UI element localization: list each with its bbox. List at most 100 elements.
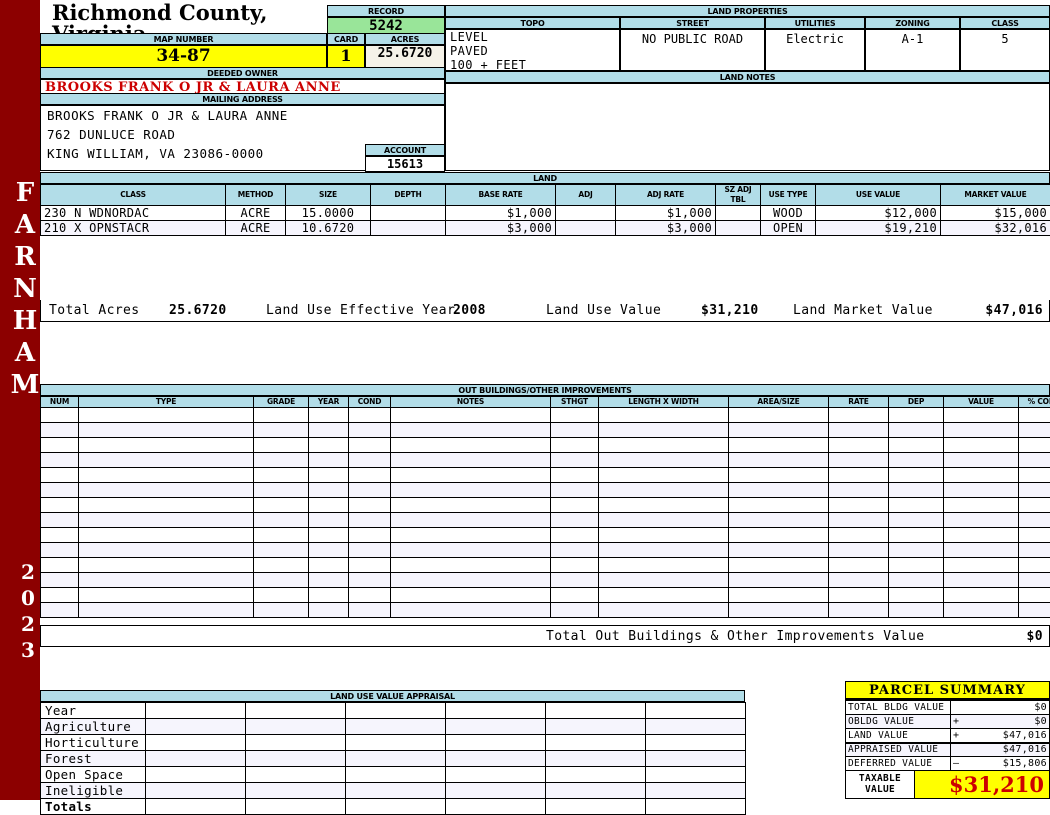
out-buildings-total-value: $0 (1027, 629, 1043, 644)
parcel-summary-amount: $0 (963, 701, 1050, 715)
out-buildings-cell (1019, 483, 1050, 498)
land-totals-row: Total Acres 25.6720 Land Use Effective Y… (40, 300, 1050, 322)
out-buildings-cell (829, 573, 889, 588)
land-col-adj-rate: ADJ RATE (616, 185, 716, 206)
out-buildings-cell (1019, 423, 1050, 438)
land-cell-use-type: WOOD (761, 206, 816, 221)
out-buildings-cell (729, 453, 829, 468)
out-buildings-cell (599, 438, 729, 453)
parcel-summary-label: LAND VALUE (846, 729, 951, 743)
out-buildings-cell (829, 453, 889, 468)
out-buildings-cell (41, 558, 79, 573)
out-buildings-cell (889, 453, 944, 468)
land-cell-method: ACRE (226, 206, 286, 221)
table-row (41, 558, 1050, 573)
card-label: CARD (327, 33, 365, 45)
out-buildings-cell (944, 603, 1019, 618)
out-buildings-cell (1019, 603, 1050, 618)
out-buildings-cell (309, 588, 349, 603)
out-buildings-cell (391, 543, 551, 558)
out-buildings-cell (309, 453, 349, 468)
out-buildings-cell (79, 483, 254, 498)
table-row (41, 408, 1050, 423)
table-row: Forest (41, 751, 746, 767)
account-label: ACCOUNT (365, 144, 445, 156)
table-row (41, 483, 1050, 498)
out-buildings-cell (254, 498, 309, 513)
out-buildings-cell (889, 423, 944, 438)
land-cell-sz-adj-tbl (716, 206, 761, 221)
out-buildings-cell (889, 498, 944, 513)
parcel-summary-label: OBLDG VALUE (846, 715, 951, 729)
out-buildings-cell (79, 438, 254, 453)
out-buildings-cell (599, 603, 729, 618)
out-buildings-cell (889, 588, 944, 603)
out-buildings-cell (254, 483, 309, 498)
taxable-value-row: TAXABLE VALUE $31,210 (845, 771, 1050, 799)
table-row: Ineligible (41, 783, 746, 799)
parcel-summary-row: DEFERRED VALUE–$15,806 (846, 757, 1050, 771)
out-buildings-cell (599, 573, 729, 588)
out-buildings-cell (309, 408, 349, 423)
out-buildings-cell (1019, 408, 1050, 423)
out-buildings-cell (729, 513, 829, 528)
left-spine: FARNHAM 2023 (0, 0, 40, 800)
out-buildings-cell (829, 528, 889, 543)
out-buildings-cell (729, 603, 829, 618)
luva-cell (246, 783, 346, 799)
out-buildings-cell (391, 513, 551, 528)
land-market-value-label: Land Market Value (793, 303, 933, 318)
table-row (41, 603, 1050, 618)
parcel-summary-sign: + (951, 729, 963, 743)
mailing-address-label: MAILING ADDRESS (40, 93, 445, 105)
luva-row-label: Year (41, 703, 146, 719)
out-buildings-cell (1019, 573, 1050, 588)
account-value: 15613 (365, 156, 445, 172)
out-buildings-cell (599, 453, 729, 468)
table-row (41, 573, 1050, 588)
out-buildings-cell (829, 438, 889, 453)
luva-cell (646, 783, 746, 799)
land-properties-col-topo: TOPO (445, 17, 620, 29)
out-buildings-cell (829, 408, 889, 423)
land-col-base-rate: BASE RATE (446, 185, 556, 206)
luva-cell (546, 719, 646, 735)
land-col-adj: ADJ (556, 185, 616, 206)
land-col-method: METHOD (226, 185, 286, 206)
out-buildings-cell (349, 513, 391, 528)
luva-cell (146, 735, 246, 751)
land-cell-market-value: $15,000 (941, 206, 1050, 221)
out-buildings-cell (79, 513, 254, 528)
map-number-value: 34-87 (40, 45, 327, 68)
land-properties-zoning-value: A-1 (865, 29, 960, 71)
out-buildings-cell (944, 513, 1019, 528)
parcel-summary-label: TOTAL BLDG VALUE (846, 701, 951, 715)
luva-cell (146, 799, 246, 815)
land-table-header-row: CLASS METHOD SIZE DEPTH BASE RATE ADJ AD… (41, 185, 1050, 206)
out-buildings-cell (829, 498, 889, 513)
table-row (41, 423, 1050, 438)
out-buildings-cell (79, 453, 254, 468)
out-buildings-cell (1019, 498, 1050, 513)
land-col-market-value: MARKET VALUE (941, 185, 1050, 206)
luva-cell (446, 751, 546, 767)
out-buildings-cell (729, 438, 829, 453)
out-buildings-cell (254, 468, 309, 483)
luva-cell (346, 703, 446, 719)
out-buildings-cell (551, 408, 599, 423)
out-buildings-total-row: Total Out Buildings & Other Improvements… (40, 625, 1050, 647)
luva-cell (246, 719, 346, 735)
out-buildings-cell (551, 468, 599, 483)
record-label: RECORD (327, 5, 445, 17)
ob-col-rate: RATE (829, 397, 889, 408)
luva-cell (346, 767, 446, 783)
acres-value: 25.6720 (365, 45, 445, 68)
land-table: CLASS METHOD SIZE DEPTH BASE RATE ADJ AD… (40, 184, 1050, 236)
record-card-sheet: Richmond County, Virginia Commissioner o… (40, 0, 1050, 800)
out-buildings-cell (349, 468, 391, 483)
out-buildings-cell (349, 438, 391, 453)
out-buildings-cell (829, 423, 889, 438)
out-buildings-cell (41, 483, 79, 498)
table-row: Agriculture (41, 719, 746, 735)
